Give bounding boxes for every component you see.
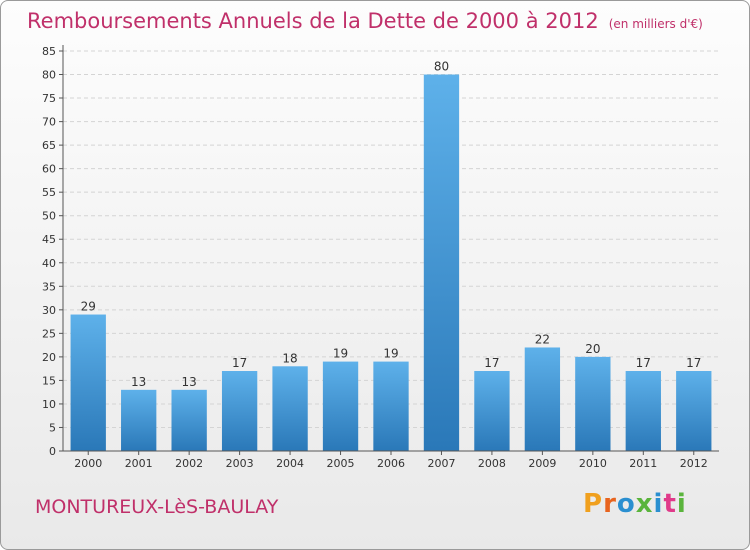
logo-letter: o (616, 489, 636, 519)
y-tick-label: 15 (42, 374, 56, 387)
axes (59, 45, 719, 455)
logo-letter: P (583, 489, 604, 519)
bar (474, 371, 510, 451)
x-tick-label: 2012 (680, 457, 708, 470)
bar-value-label: 19 (383, 347, 398, 361)
logo-letter: i (653, 489, 664, 519)
bar-value-label: 19 (333, 347, 348, 361)
logo-letter: x (635, 489, 654, 519)
y-tick-label: 50 (42, 210, 56, 223)
town-name: MONTUREUX-LèS-BAULAY (35, 496, 279, 518)
bar-value-label: 17 (686, 356, 701, 370)
bar (373, 361, 409, 451)
x-tick-label: 2006 (377, 457, 405, 470)
bar-value-label: 22 (535, 332, 550, 346)
y-tick-label: 45 (42, 233, 56, 246)
x-tick-label: 2004 (276, 457, 304, 470)
x-tick-label: 2001 (125, 457, 153, 470)
bar-value-label: 13 (131, 375, 146, 389)
x-tick-label: 2002 (175, 457, 203, 470)
bar (70, 314, 106, 451)
chart-title-unit: (en milliers d'€) (608, 17, 703, 31)
proxiti-logo: Proxiti (583, 489, 687, 519)
y-tick-label: 35 (42, 280, 56, 293)
bar-value-label: 17 (484, 356, 499, 370)
bar-value-label: 20 (585, 342, 600, 356)
y-tick-label: 20 (42, 351, 56, 364)
y-tick-label: 55 (42, 186, 56, 199)
x-tick-label: 2008 (478, 457, 506, 470)
y-tick-label: 60 (42, 163, 56, 176)
x-tick-label: 2009 (528, 457, 556, 470)
y-tick-label: 80 (42, 69, 56, 82)
y-tick-label: 0 (49, 445, 56, 458)
bar (676, 371, 712, 451)
bar (221, 371, 258, 451)
x-tick-label: 2003 (226, 457, 254, 470)
y-tick-label: 40 (42, 257, 56, 270)
bar-value-label: 18 (282, 351, 297, 365)
y-tick-label: 5 (49, 421, 56, 434)
bar (121, 389, 157, 451)
chart-title-main: Remboursements Annuels de la Dette de 20… (27, 9, 599, 33)
y-tick-label: 25 (42, 327, 56, 340)
x-tick-label: 2011 (629, 457, 657, 470)
y-tick-label: 30 (42, 304, 56, 317)
bar-value-label: 17 (636, 356, 651, 370)
logo-letter: t (663, 489, 677, 519)
bar (575, 356, 611, 451)
y-tick-label: 85 (42, 45, 56, 58)
x-tick-label: 2005 (327, 457, 355, 470)
bar-value-label: 17 (232, 356, 247, 370)
bar-value-label: 29 (81, 300, 96, 314)
bar (322, 361, 359, 451)
y-tick-label: 70 (42, 116, 56, 129)
bar (171, 389, 207, 451)
logo-letter: i (676, 489, 687, 519)
bars (70, 74, 712, 451)
chart-title: Remboursements Annuels de la Dette de 20… (27, 9, 703, 33)
bar (423, 74, 460, 451)
x-tick-label: 2007 (427, 457, 455, 470)
x-tick-label: 2000 (74, 457, 102, 470)
bar-value-label: 13 (182, 375, 197, 389)
y-tick-label: 75 (42, 92, 56, 105)
bar-value-label: 80 (434, 60, 449, 74)
y-tick-label: 65 (42, 139, 56, 152)
logo-letter: r (603, 489, 617, 519)
labels: 0 5 10 15 20 25 30 35 40 45 50 55 60 65 70 75 80 85 29 2000… (42, 45, 708, 470)
bar (524, 347, 561, 451)
x-tick-label: 2010 (579, 457, 607, 470)
bar (625, 371, 661, 451)
bar (272, 366, 308, 451)
y-tick-label: 10 (42, 398, 56, 411)
